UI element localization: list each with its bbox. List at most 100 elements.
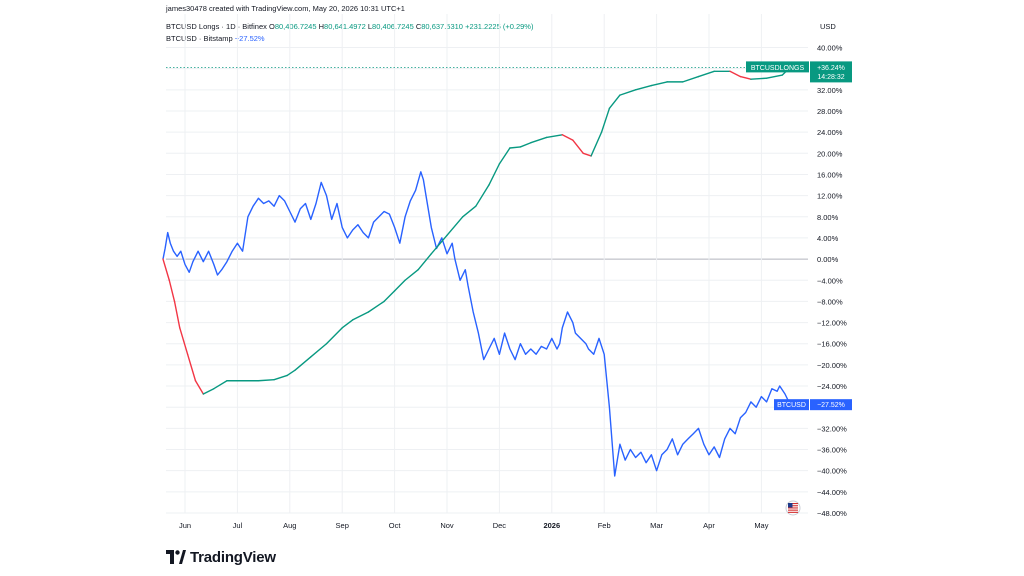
longs-series-segment xyxy=(194,380,205,395)
tradingview-logo[interactable]: TradingView xyxy=(166,548,276,566)
tradingview-logo-icon xyxy=(166,550,186,564)
y-tick-label: 0.00% xyxy=(817,255,839,264)
open-value: 80,406.7245 xyxy=(274,22,317,31)
longs-series-segment xyxy=(545,134,563,139)
longs-series-segment xyxy=(498,147,511,165)
longs-series-segment xyxy=(509,146,522,149)
longs-series-segment xyxy=(600,107,611,133)
us-flag-stripe xyxy=(788,505,798,507)
x-tick-label: 2026 xyxy=(543,521,560,530)
open-label: O xyxy=(268,22,275,31)
y-tick-label: −24.00% xyxy=(817,382,847,391)
longs-series-segment xyxy=(367,300,385,313)
y-tick-label: −32.00% xyxy=(817,424,847,433)
x-tick-label: Aug xyxy=(283,521,296,530)
x-axis: Jun Jul Aug Sep Oct Nov Dec 2026 Feb Mar Apr May xyxy=(179,521,769,530)
longs-series-segment xyxy=(383,290,396,303)
longs-series-segment xyxy=(619,89,637,96)
y-axis: 40.00%36.00%32.00%28.00%24.00%20.00%16.0… xyxy=(817,44,847,519)
axis-currency-label: USD xyxy=(820,22,836,31)
x-tick-label: Nov xyxy=(440,521,454,530)
x-tick-label: Mar xyxy=(650,521,663,530)
y-tick-label: −20.00% xyxy=(817,361,847,370)
longs-series-segment xyxy=(634,84,653,91)
x-tick-label: Oct xyxy=(389,521,402,530)
y-tick-label: 40.00% xyxy=(817,44,843,53)
x-tick-label: Apr xyxy=(703,521,715,530)
longs-series-segment xyxy=(417,253,432,271)
grid-lines xyxy=(166,14,808,514)
longs-series-segment xyxy=(393,279,406,292)
btcusd-legend[interactable]: BTCUSD · Bitstamp −27.52% xyxy=(166,34,265,44)
longs-series-segment xyxy=(530,136,548,144)
longs-series-segment xyxy=(650,81,668,87)
y-tick-label: −48.00% xyxy=(817,509,847,518)
close-label: C xyxy=(415,22,422,31)
y-tick-label: −40.00% xyxy=(817,467,847,476)
us-flag-canton xyxy=(788,503,793,508)
low-value: 80,406.7245 xyxy=(372,22,414,31)
longs-value-text: +36.24% xyxy=(817,65,845,72)
y-tick-label: 16.00% xyxy=(817,170,843,179)
longs-series-segment xyxy=(325,327,343,345)
btcusd-legend-title: BTCUSD · Bitstamp xyxy=(166,34,233,43)
us-flag-stripe xyxy=(788,507,798,509)
y-tick-label: 4.00% xyxy=(817,234,839,243)
y-tick-label: −4.00% xyxy=(817,276,843,285)
y-tick-label: 12.00% xyxy=(817,192,843,201)
longs-series-segment xyxy=(697,70,715,78)
series-lines xyxy=(162,66,791,477)
longs-series-segment xyxy=(729,70,742,78)
longs-series-segment xyxy=(341,319,354,329)
longs-series-segment xyxy=(765,74,784,79)
x-tick-label: Dec xyxy=(493,521,507,530)
us-flag-stripe xyxy=(788,509,798,511)
longs-series-segment xyxy=(257,378,275,382)
longs-series-segment xyxy=(286,369,296,377)
x-tick-label: Jul xyxy=(233,521,243,530)
x-tick-label: May xyxy=(754,521,768,530)
btcusd-legend-change: −27.52% xyxy=(234,34,265,43)
y-tick-label: 20.00% xyxy=(817,149,843,158)
btcusd-series-line xyxy=(162,171,791,477)
longs-series-segment xyxy=(582,152,592,157)
longs-series-segment xyxy=(488,163,501,186)
price-badges: BTCUSDLONGS +36.24% 14:28:32 BTCUSD −27.52% xyxy=(746,61,852,516)
y-tick-label: −44.00% xyxy=(817,488,847,497)
longs-series-segment xyxy=(739,75,752,80)
longs-series-segment xyxy=(572,139,584,154)
close-value: 80,637.5310 xyxy=(421,22,463,31)
longs-name-badge xyxy=(746,61,809,73)
longs-series-segment xyxy=(162,258,170,281)
us-flag-icon xyxy=(785,500,801,516)
longs-series-segment xyxy=(446,216,464,236)
longs-series-segment xyxy=(462,205,477,218)
longs-series-segment xyxy=(430,234,448,255)
longs-series-segment xyxy=(273,374,288,381)
longs-series-segment xyxy=(168,279,176,303)
y-tick-label: 28.00% xyxy=(817,107,843,116)
longs-series-segment xyxy=(213,380,228,390)
longs-series-segment xyxy=(519,142,532,148)
longs-series-segment xyxy=(179,327,189,356)
low-label: L xyxy=(367,22,373,31)
longs-series-segment xyxy=(294,356,312,371)
high-value: 80,641.4972 xyxy=(324,22,366,31)
longs-series-segment xyxy=(186,353,197,382)
longs-series-segment xyxy=(750,77,768,80)
longs-series-segment xyxy=(561,134,574,141)
y-tick-label: −16.00% xyxy=(817,340,847,349)
longs-name-badge-text: BTCUSDLONGS xyxy=(751,65,805,72)
us-flag-stripe xyxy=(788,503,798,505)
longs-series-segment xyxy=(404,268,419,281)
x-tick-label: Feb xyxy=(598,521,611,530)
longs-value-badge xyxy=(810,61,852,83)
y-tick-label: 24.00% xyxy=(817,128,843,137)
y-tick-label: −12.00% xyxy=(817,319,847,328)
btc-name-badge-text: BTCUSD xyxy=(777,402,806,409)
btc-value-badge xyxy=(810,399,852,411)
longs-series-segment xyxy=(608,94,621,110)
us-flag-stripe xyxy=(788,511,798,513)
y-tick-label: 8.00% xyxy=(817,213,839,222)
